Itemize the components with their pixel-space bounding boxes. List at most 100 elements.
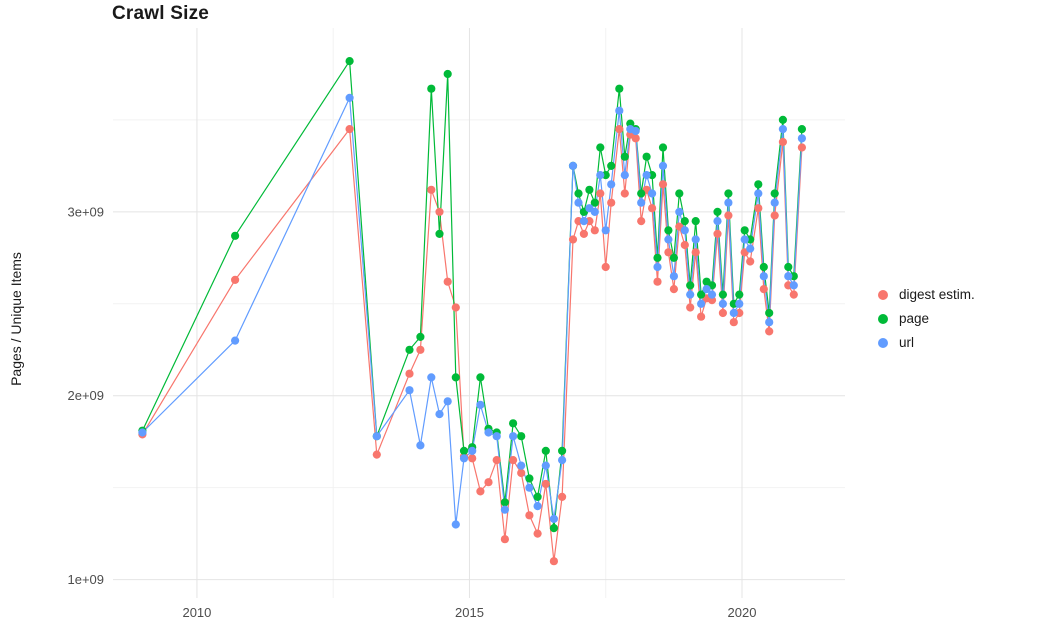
data-point-page (740, 226, 749, 235)
data-point-page (754, 180, 763, 189)
data-point-page (615, 84, 624, 93)
data-point-url (541, 461, 550, 470)
data-point-url (596, 171, 605, 180)
data-point-digest-estim- (770, 211, 779, 220)
data-point-page (607, 161, 616, 170)
data-point-page (759, 262, 768, 272)
data-point-url (713, 217, 722, 226)
data-point-url (615, 106, 624, 115)
data-point-digest-estim- (607, 198, 616, 207)
data-point-page (585, 185, 594, 194)
data-point-digest-estim- (658, 180, 668, 189)
data-point-url (680, 226, 689, 235)
data-point-digest-estim- (231, 275, 240, 284)
data-point-url (778, 125, 788, 134)
data-point-url (492, 432, 501, 441)
data-point-page (345, 57, 354, 66)
data-point-url (642, 171, 651, 180)
data-point-url (549, 514, 559, 524)
data-point-url (637, 198, 646, 207)
data-point-url (664, 235, 673, 244)
data-point-digest-estim- (443, 277, 452, 286)
data-point-url (746, 244, 755, 253)
data-point-digest-estim- (620, 189, 629, 198)
data-point-url (697, 299, 706, 308)
data-point-digest-estim- (492, 456, 501, 465)
data-point-url (533, 502, 542, 511)
data-point-url (459, 454, 469, 463)
data-point-url (443, 397, 452, 406)
data-point-url (405, 386, 414, 395)
data-point-digest-estim- (691, 248, 700, 257)
data-point-page (459, 446, 469, 455)
legend-key-url-icon (878, 337, 888, 348)
data-point-page (405, 345, 414, 354)
data-point-digest-estim- (427, 185, 436, 194)
data-point-url (770, 198, 779, 207)
data-point-url (658, 161, 668, 170)
data-point-url (517, 461, 526, 470)
data-point-digest-estim- (789, 290, 798, 299)
legend: digest estim. page url (878, 287, 975, 350)
data-point-digest-estim- (718, 308, 728, 318)
data-point-page (231, 231, 240, 240)
data-point-url (729, 308, 738, 318)
data-point-digest-estim- (664, 248, 673, 257)
legend-key-digest-icon (878, 289, 888, 300)
data-point-page (724, 189, 733, 198)
data-point-digest-estim- (484, 478, 493, 487)
data-point-url (574, 198, 583, 207)
data-point-page (669, 253, 679, 262)
data-point-page (500, 498, 509, 507)
data-point-digest-estim- (549, 557, 559, 566)
data-point-url (653, 262, 662, 272)
legend-item-url: url (878, 335, 975, 350)
data-point-digest-estim- (729, 318, 738, 327)
data-point-url (702, 285, 711, 294)
data-point-digest-estim- (746, 257, 755, 266)
data-point-page (508, 419, 518, 428)
data-point-digest-estim- (541, 479, 550, 489)
data-point-url (468, 446, 477, 455)
data-point-url (675, 207, 684, 216)
data-point-page (642, 152, 651, 161)
data-point-url (765, 318, 774, 327)
data-point-page (596, 143, 605, 152)
data-point-url (754, 189, 763, 198)
data-point-page (574, 189, 583, 198)
data-point-digest-estim- (596, 189, 605, 198)
data-point-page (770, 189, 779, 198)
legend-label-url: url (899, 335, 915, 350)
data-point-url (435, 410, 444, 419)
data-point-page (718, 290, 728, 299)
data-point-digest-estim- (713, 229, 722, 238)
data-point-digest-estim- (451, 303, 460, 312)
data-point-page (517, 432, 526, 441)
data-point-digest-estim- (476, 487, 485, 496)
data-point-url (784, 272, 793, 281)
data-point-digest-estim- (797, 143, 807, 152)
data-point-page (549, 524, 559, 533)
data-point-digest-estim- (680, 240, 689, 250)
data-point-page (637, 189, 646, 198)
data-point-page (443, 69, 452, 79)
legend-item-digest-estim: digest estim. (878, 287, 975, 302)
data-point-page (525, 474, 534, 483)
data-point-page (427, 84, 436, 93)
data-point-digest-estim- (533, 529, 542, 538)
x-tick-label: 2020 (728, 605, 757, 620)
data-point-digest-estim- (568, 235, 578, 244)
x-tick-label: 2015 (455, 605, 484, 620)
data-point-url (691, 235, 700, 244)
data-point-url (427, 373, 436, 382)
data-point-digest-estim- (686, 303, 695, 312)
data-point-url (707, 290, 717, 299)
data-point-page (533, 492, 542, 501)
series-line-page (141, 60, 803, 529)
data-point-url (525, 483, 534, 492)
legend-item-page: page (878, 311, 975, 326)
data-point-digest-estim- (653, 277, 662, 286)
data-point-page (416, 332, 425, 341)
